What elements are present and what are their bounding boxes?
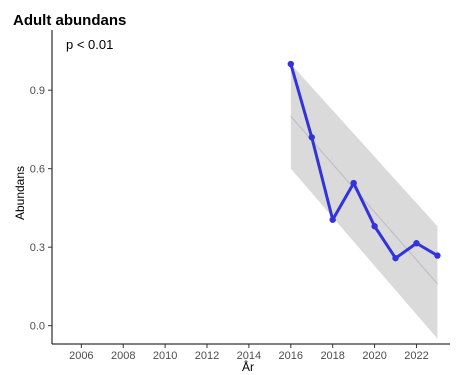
p-value-annotation: p < 0.01 bbox=[66, 37, 113, 52]
y-axis-title: Abundans bbox=[13, 166, 27, 220]
series-line bbox=[289, 62, 439, 260]
data-point bbox=[413, 240, 420, 247]
axes bbox=[51, 30, 450, 345]
data-point bbox=[434, 252, 441, 259]
chart-title: Adult abundans bbox=[13, 12, 126, 29]
y-tick-label: 0.9 bbox=[30, 85, 45, 97]
data-point bbox=[308, 134, 315, 141]
y-tick-label: 0.3 bbox=[30, 242, 45, 254]
series-layer bbox=[287, 60, 441, 262]
x-tick-label: 2016 bbox=[279, 350, 303, 362]
x-tick-label: 2018 bbox=[320, 350, 344, 362]
data-point bbox=[350, 179, 357, 187]
x-tick-label: 2010 bbox=[153, 350, 177, 362]
x-axis-ticks: 2006 2008 2010 2012 2014 2016 2018 2020 2022 bbox=[69, 344, 429, 362]
y-axis-ticks: 0.0 0.3 0.6 0.9 bbox=[30, 85, 52, 333]
data-point bbox=[392, 254, 399, 262]
data-point bbox=[329, 216, 336, 223]
data-point bbox=[371, 223, 378, 230]
trend-line bbox=[290, 115, 438, 285]
y-tick-label: 0.6 bbox=[30, 164, 45, 176]
x-tick-label: 2006 bbox=[69, 350, 93, 362]
trend-line-layer bbox=[290, 115, 438, 285]
x-tick-label: 2022 bbox=[404, 350, 428, 362]
data-point bbox=[287, 60, 294, 68]
x-tick-label: 2008 bbox=[111, 350, 135, 362]
x-axis-title: År bbox=[242, 359, 254, 374]
x-tick-label: 2014 bbox=[237, 350, 261, 362]
x-tick-label: 2020 bbox=[362, 350, 386, 362]
x-tick-label: 2012 bbox=[195, 350, 219, 362]
y-tick-label: 0.0 bbox=[30, 321, 45, 333]
